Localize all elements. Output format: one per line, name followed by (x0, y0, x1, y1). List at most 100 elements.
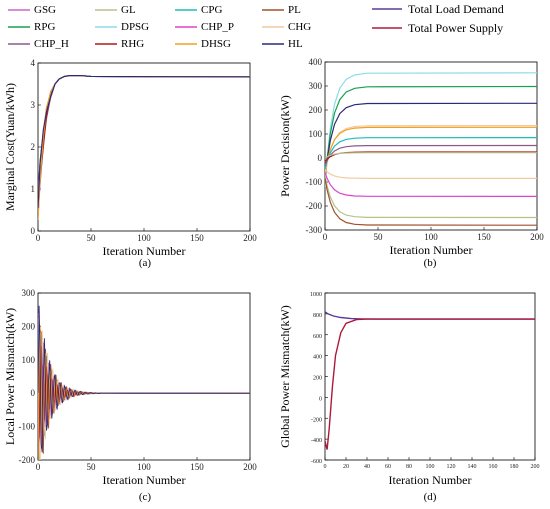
y-tick-label: 3 (31, 100, 36, 110)
y-tick-label: 0 (31, 226, 36, 236)
y-tick-label: 200 (313, 376, 322, 382)
x-tick-label: 140 (468, 464, 477, 470)
y-tick-label: 0 (318, 153, 323, 163)
legend-label: HL (288, 38, 303, 50)
legend-label: DHSG (201, 38, 231, 50)
series-line (38, 75, 250, 215)
series-line (38, 324, 250, 460)
x-axis-label: Iteration Number (390, 243, 473, 257)
series-line (38, 332, 250, 437)
y-tick-label: 1 (31, 184, 36, 194)
y-axis-label: Local Power Mismatch(kW) (3, 308, 17, 445)
series-line (325, 178, 537, 226)
y-axis-label: Global Power Mismatch(kW) (278, 305, 292, 448)
x-tick-label: 40 (364, 464, 370, 470)
x-tick-label: 50 (374, 232, 384, 242)
x-tick-label: 200 (530, 232, 544, 242)
chart-panel: 0 50 100 150 200 -300 -200 -100 0 100 200 300 400 Ite… (278, 57, 544, 269)
series-line (38, 312, 250, 449)
x-tick-label: 0 (36, 233, 41, 243)
x-tick-label: 20 (343, 464, 349, 470)
series-line (325, 311, 535, 320)
panel-sub-label: (a) (139, 257, 152, 269)
series-line (38, 75, 250, 217)
legend-label: CPG (201, 4, 222, 16)
y-tick-label: 200 (22, 321, 36, 331)
x-tick-label: 100 (137, 233, 151, 243)
series-line (325, 152, 537, 159)
series-line (325, 144, 537, 166)
legend-label: GSG (34, 4, 56, 16)
x-tick-label: 50 (87, 462, 97, 472)
series-line (38, 75, 250, 220)
y-tick-label: 0 (31, 388, 36, 398)
y-tick-label: 400 (309, 57, 323, 67)
series-line (38, 75, 250, 194)
legend-right: Total Load Demand Total Power Supply (372, 2, 504, 35)
y-tick-label: 1000 (310, 292, 322, 298)
x-tick-label: 50 (87, 233, 97, 243)
x-tick-label: 100 (424, 232, 438, 242)
x-tick-label: 150 (477, 232, 491, 242)
legend-label: GL (121, 4, 136, 16)
series-line (325, 125, 537, 177)
panel-sub-label: (c) (139, 491, 152, 503)
x-tick-label: 0 (36, 462, 41, 472)
x-tick-label: 60 (385, 464, 391, 470)
series-line (325, 169, 537, 179)
y-tick-label: -400 (311, 438, 322, 444)
y-tick-label: 300 (22, 288, 36, 298)
series-line (38, 335, 250, 460)
y-tick-label: 100 (309, 129, 323, 139)
y-tick-label: -100 (19, 422, 36, 432)
legend-label: DPSG (121, 21, 149, 33)
series-line (38, 75, 250, 199)
plot-frame (37, 292, 251, 461)
y-tick-label: -200 (306, 201, 323, 211)
legend-label: RPG (34, 21, 55, 33)
chart-panel: 0 20 40 60 80 100 120 140 160 180 200 -600 -400 -200 0… (278, 292, 540, 503)
y-axis-label: Power Decision(kW) (278, 95, 292, 197)
y-tick-label: 800 (313, 313, 322, 319)
series-line (38, 75, 250, 201)
series-line (325, 126, 537, 173)
y-tick-label: 2 (31, 142, 36, 152)
series-line (38, 75, 250, 220)
panel-sub-label: (d) (424, 491, 437, 503)
x-tick-label: 200 (243, 233, 257, 243)
series-line (325, 72, 537, 187)
x-tick-label: 200 (243, 462, 257, 472)
plot-area (38, 305, 250, 460)
x-tick-label: 80 (406, 464, 412, 470)
series-line (38, 343, 250, 429)
series-line (325, 85, 537, 184)
series-line (325, 318, 535, 450)
x-axis-label: Iteration Number (103, 244, 186, 258)
x-tick-label: 120 (447, 464, 456, 470)
y-tick-label: 0 (319, 396, 322, 402)
legend-label: PL (288, 4, 301, 16)
series-line (38, 75, 250, 206)
series-line (325, 175, 537, 219)
legend-label: CHP_P (201, 21, 234, 33)
x-tick-label: 100 (426, 464, 435, 470)
x-axis-label: Iteration Number (103, 473, 186, 487)
y-tick-label: 300 (309, 81, 323, 91)
legend-label: Total Power Supply (408, 21, 503, 35)
y-axis-label: Marginal Cost(Yuan/kWh) (3, 83, 17, 211)
series-line (325, 102, 537, 180)
legend-label: CHP_H (34, 38, 69, 50)
y-tick-label: -100 (306, 177, 323, 187)
x-axis-label: Iteration Number (389, 473, 472, 487)
y-tick-label: -200 (311, 417, 322, 423)
series-line (38, 75, 250, 210)
chart-panel: 0 50 100 150 200 0 1 2 3 4 Iteration Number Margina… (3, 58, 257, 269)
y-tick-label: 4 (31, 58, 36, 68)
series-line (325, 151, 537, 162)
y-tick-label: -600 (311, 459, 322, 465)
y-tick-label: 600 (313, 334, 322, 340)
series-line (38, 363, 250, 439)
legend-label: Total Load Demand (408, 2, 504, 16)
